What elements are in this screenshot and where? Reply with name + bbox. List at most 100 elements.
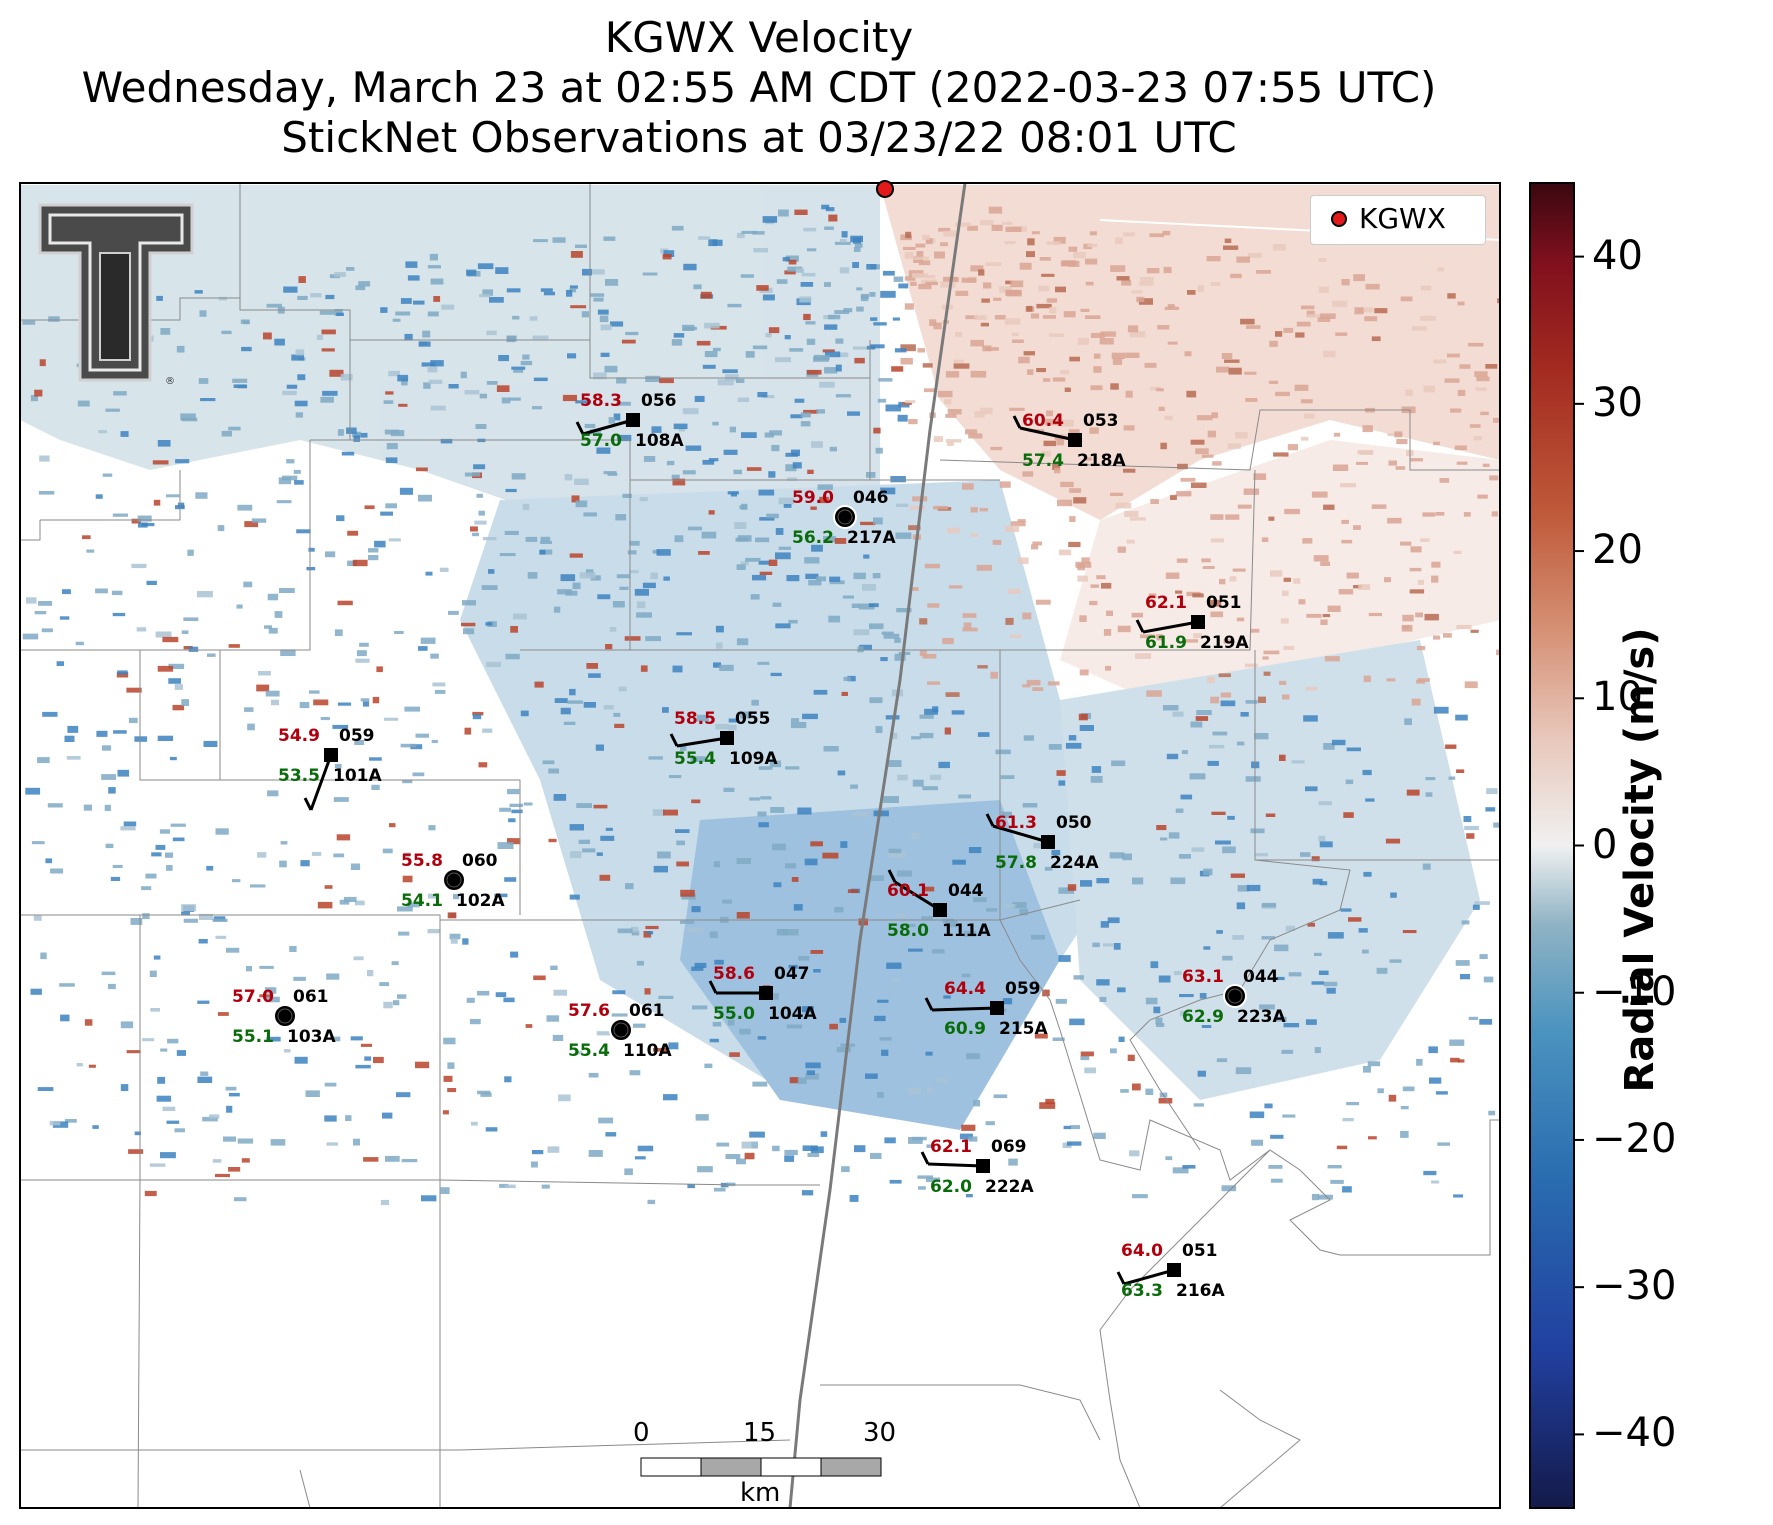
scale-label-30: 30 (863, 1418, 897, 1448)
station-temperature: 62.1 (1145, 593, 1187, 613)
station-name: 222A (985, 1177, 1034, 1197)
wind-barb (1142, 620, 1199, 634)
station-temperature: 64.0 (1121, 1241, 1163, 1261)
colorbar (1529, 182, 1575, 1509)
colorbar-tick-label: 10 (1592, 674, 1643, 721)
station-wind-dir: 051 (1182, 1241, 1218, 1261)
station-marker (1068, 433, 1082, 447)
station-215A: 64.4 059 60.9 215A (924, 979, 1048, 1039)
station-name: 218A (1077, 451, 1126, 471)
wind-barb (927, 1162, 984, 1168)
station-name: 110A (623, 1041, 672, 1061)
station-110A: 57.6 061 55.4 110A (568, 1001, 672, 1061)
station-name: 217A (847, 528, 896, 548)
station-224A: 61.3 050 57.8 224A (985, 813, 1099, 873)
station-dewpoint: 60.9 (944, 1019, 986, 1039)
station-calm-marker (609, 1018, 633, 1042)
station-wind-dir: 059 (1005, 979, 1041, 999)
station-marker (976, 1159, 990, 1173)
station-101A: 54.9 059 53.5 101A (278, 726, 382, 811)
station-calm-marker (442, 868, 466, 892)
scale-label-15: 15 (743, 1418, 777, 1448)
station-temperature: 58.6 (713, 964, 755, 984)
station-dewpoint: 55.0 (713, 1004, 755, 1024)
station-temperature: 60.1 (887, 881, 929, 901)
colorbar-ticks (1574, 255, 1584, 1436)
colorbar-tick-label: −30 (1592, 1263, 1677, 1310)
colorbar-tick-label: −40 (1592, 1410, 1677, 1457)
station-222A: 62.1 069 62.0 222A (920, 1137, 1034, 1197)
station-216A: 64.0 051 63.3 216A (1116, 1241, 1225, 1301)
wind-barb (931, 1006, 998, 1012)
station-calm-marker (273, 1004, 297, 1028)
station-name: 101A (333, 766, 382, 786)
station-wind-dir: 060 (462, 851, 498, 871)
station-wind-dir: 069 (991, 1137, 1027, 1157)
station-temperature: 59.0 (792, 488, 834, 508)
station-marker (324, 748, 338, 762)
station-dewpoint: 55.1 (232, 1027, 274, 1047)
station-wind-dir: 053 (1083, 411, 1119, 431)
station-wind-dir: 051 (1206, 593, 1242, 613)
station-wind-dir: 056 (641, 391, 677, 411)
station-name: 216A (1176, 1281, 1225, 1301)
station-dewpoint: 62.0 (930, 1177, 972, 1197)
station-temperature: 58.3 (580, 391, 622, 411)
station-name: 111A (942, 921, 991, 941)
scale-bar (640, 1457, 882, 1477)
station-marker (1041, 835, 1055, 849)
colorbar-tick-label: 30 (1592, 379, 1643, 426)
colorbar-tick-label: −20 (1592, 1115, 1677, 1162)
station-dewpoint: 55.4 (674, 749, 716, 769)
station-218A: 60.4 053 57.4 218A (1012, 411, 1126, 471)
county-boundaries (20, 183, 1500, 1508)
station-temperature: 62.1 (930, 1137, 972, 1157)
map-legend: KGWX (1310, 195, 1486, 245)
svg-text:®: ® (165, 376, 175, 387)
station-name: 103A (287, 1027, 336, 1047)
legend-label: KGWX (1359, 202, 1446, 235)
wind-barb (309, 754, 333, 811)
station-calm-marker (833, 505, 857, 529)
station-dewpoint: 53.5 (278, 766, 320, 786)
kgwx-radar-marker (876, 180, 894, 198)
map-subtitle-time: Wednesday, March 23 at 02:55 AM CDT (202… (81, 63, 1437, 112)
map-frame (19, 182, 1501, 1509)
station-temperature: 57.6 (568, 1001, 610, 1021)
station-102A: 55.8 060 54.1 102A (401, 851, 505, 911)
station-wind-dir: 055 (735, 709, 771, 729)
texas-tech-logo: ® (38, 203, 194, 387)
station-temperature: 60.4 (1022, 411, 1064, 431)
station-wind-dir: 044 (948, 881, 984, 901)
station-dewpoint: 55.4 (568, 1041, 610, 1061)
radar-line (788, 183, 967, 1508)
station-name: 223A (1237, 1007, 1286, 1027)
station-217A: 59.0 046 56.2 217A (792, 488, 896, 548)
station-marker (1167, 1263, 1181, 1277)
station-wind-dir: 044 (1243, 967, 1279, 987)
station-marker (990, 1001, 1004, 1015)
station-109A: 58.5 055 55.4 109A (669, 709, 778, 769)
wind-barb (1019, 426, 1076, 442)
station-wind-dir: 046 (853, 488, 889, 508)
station-108A: 58.3 056 57.0 108A (575, 391, 684, 451)
colorbar-tick-label: −10 (1592, 968, 1677, 1015)
station-temperature: 57.0 (232, 987, 274, 1007)
wind-barb (1123, 1268, 1175, 1286)
colorbar-tick-label: 0 (1592, 821, 1618, 868)
radar-marker-icon (1331, 211, 1347, 227)
station-dewpoint: 54.1 (401, 891, 443, 911)
station-wind-dir: 061 (629, 1001, 665, 1021)
station-calm-marker (1223, 984, 1247, 1008)
station-wind-dir: 050 (1056, 813, 1092, 833)
station-marker (1191, 615, 1205, 629)
scale-label-0: 0 (633, 1418, 650, 1448)
station-name: 224A (1050, 853, 1099, 873)
station-dewpoint: 63.3 (1121, 1281, 1163, 1301)
scale-unit: km (740, 1478, 781, 1508)
station-temperature: 58.5 (674, 709, 716, 729)
station-wind-dir: 059 (339, 726, 375, 746)
station-dewpoint: 61.9 (1145, 633, 1187, 653)
map-title: KGWX Velocity (604, 13, 914, 62)
